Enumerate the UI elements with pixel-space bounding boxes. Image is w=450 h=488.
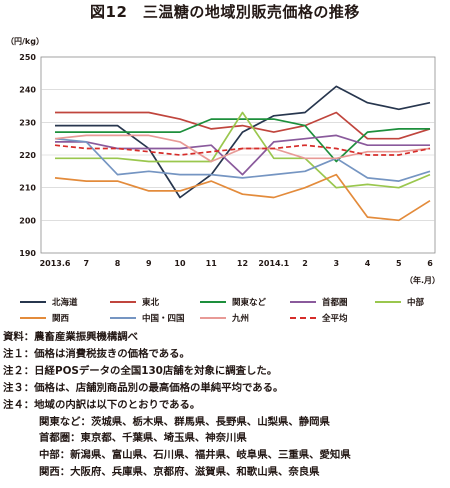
legend-label: 関東など [232, 298, 267, 308]
series-line-3 [55, 134, 430, 176]
legend-label: 中部 [407, 298, 425, 308]
legend-item: 全平均 [290, 310, 348, 326]
legend-swatch [20, 317, 46, 319]
y-tick-label: 220 [19, 151, 36, 160]
series-line-6 [54, 137, 431, 182]
legend-item: 中国・四国 [110, 310, 185, 326]
y-tick-label: 250 [19, 53, 36, 62]
legend-swatch [200, 301, 226, 303]
notes: 資料：農畜産業振興機構調べ注１：価格は消費税抜きの価格である。注２：日経POSデ… [3, 329, 448, 481]
y-tick-label: 230 [19, 118, 36, 127]
legend-swatch [200, 317, 226, 319]
legend-swatch [20, 301, 46, 303]
legend-swatch [290, 317, 316, 319]
legend-label: 北海道 [52, 298, 78, 308]
x-tick-label: 12 [237, 259, 248, 268]
y-tick-label: 200 [19, 216, 36, 225]
note-line: 資料：農畜産業振興機構調べ [3, 331, 139, 343]
x-tick-label: 6 [427, 259, 433, 268]
legend-item: 東北 [110, 294, 159, 310]
x-tick-label: 11 [206, 259, 218, 268]
series-line-0 [55, 85, 431, 199]
series-line-4 [55, 111, 431, 189]
note-line: 関東など：茨城県、栃木県、群馬県、長野県、山梨県、静岡県 [39, 415, 330, 428]
note-line: 中部：新潟県、富山県、石川県、福井県、岐阜県、三重県、愛知県 [39, 449, 351, 462]
legend-item: 中部 [375, 294, 424, 310]
note-line: 注４：地域の内訳は以下のとおりである。 [3, 398, 201, 411]
note-line: 注１：価格は消費税抜きの価格である。 [3, 347, 190, 360]
y-tick-label: 240 [19, 86, 36, 95]
series-line-2 [55, 118, 430, 163]
chart-title: 図12 三温糖の地域別販売価格の推移 [90, 3, 360, 21]
series-lines [54, 85, 431, 222]
legend-swatch [375, 301, 401, 303]
legend-row: 北海道 東北 関東など 首都圏 中部 [20, 294, 440, 310]
y-tick-label: 210 [19, 184, 36, 193]
note-line: 注２：日経POSデータの全国130店舗を対象に調査した。 [3, 364, 278, 377]
legend-label: 九州 [232, 314, 250, 324]
x-axis-label: （年.月） [405, 275, 440, 285]
x-tick-label: 3 [333, 259, 339, 268]
legend-item: 九州 [200, 310, 249, 326]
legend-label: 中国・四国 [142, 314, 185, 324]
x-tick-label: 7 [83, 259, 89, 268]
series-line-8 [54, 144, 431, 156]
legend-item: 首都圏 [290, 294, 348, 310]
x-tick-label: 2013.6 [40, 259, 71, 268]
series-line-1 [55, 111, 431, 140]
legend-label: 関西 [52, 314, 70, 324]
x-tick-label: 10 [174, 259, 186, 268]
x-tick-label: 2014.1 [258, 259, 289, 268]
legend-label: 首都圏 [322, 298, 348, 308]
legend-row: 関西 中国・四国 九州 全平均 [20, 310, 440, 326]
series-line-5 [54, 173, 431, 222]
x-tick-label: 2 [302, 259, 308, 268]
legend-swatch [110, 317, 136, 319]
legend-label: 全平均 [322, 314, 348, 324]
x-tick-labels: 2013.6 7 8 9 10 11 12 2014.1 2 3 4 5 6 [40, 259, 434, 268]
legend-swatch [110, 301, 136, 303]
x-tick-label: 9 [146, 259, 152, 268]
note-line: 首都圏：東京都、千葉県、埼玉県、神奈川県 [39, 432, 247, 445]
y-tick-labels: 190 200 210 220 230 240 250 [19, 53, 36, 258]
legend-item: 北海道 [20, 294, 78, 310]
legend-item: 関西 [20, 310, 69, 326]
x-tick-label: 5 [396, 259, 402, 268]
y-axis-label: （円/kg） [6, 36, 44, 46]
note-line: 関西：大阪府、兵庫県、京都府、滋賀県、和歌山県、奈良県 [39, 466, 320, 479]
x-tick-label: 8 [115, 259, 121, 268]
x-tick-label: 4 [365, 259, 371, 268]
legend-label: 東北 [142, 298, 160, 308]
legend: 北海道 東北 関東など 首都圏 中部関西 中国・四国 九州 全平均 [20, 294, 440, 326]
legend-swatch [290, 301, 316, 303]
note-line: 注３：価格は、店舗別商品別の最高価格の単純平均である。 [3, 381, 284, 394]
legend-item: 関東など [200, 294, 266, 310]
y-tick-label: 190 [19, 249, 36, 258]
